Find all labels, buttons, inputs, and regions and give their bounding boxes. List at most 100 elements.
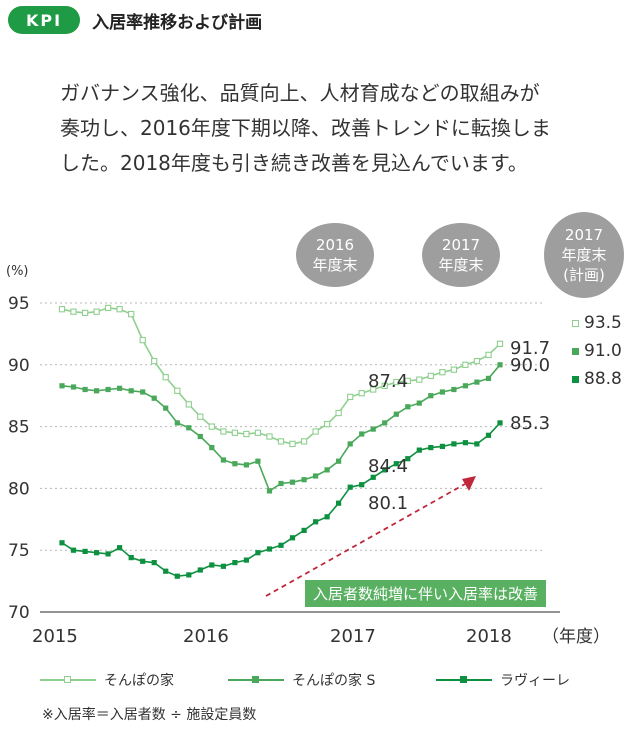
data-point <box>393 411 399 417</box>
data-point <box>116 306 123 313</box>
data-point <box>347 441 353 447</box>
data-point <box>359 431 365 437</box>
legend-marker-icon <box>572 347 579 355</box>
series-line-sompo-s <box>61 364 501 493</box>
x-tick-label: 2015 <box>32 626 78 647</box>
data-point <box>266 488 273 494</box>
header-title: 入居率推移および計画 <box>92 12 263 33</box>
description-line: ガバナンス強化、品質向上、人材育成などの取組みが <box>60 81 540 105</box>
data-point <box>335 409 342 417</box>
data-point <box>220 428 227 435</box>
data-point <box>289 535 296 541</box>
data-point <box>336 458 342 464</box>
data-point <box>128 310 135 318</box>
data-point <box>94 550 100 556</box>
legend-item-sompo-s: そんぽの家 S <box>228 670 375 690</box>
bubble-text: 年度末 <box>561 246 607 264</box>
data-point <box>197 433 203 440</box>
data-point <box>82 548 88 554</box>
data-point <box>254 429 262 436</box>
data-point <box>186 425 192 431</box>
data-point <box>163 568 169 574</box>
data-point <box>220 457 226 463</box>
data-point <box>209 562 215 568</box>
data-point <box>427 372 434 380</box>
data-point <box>128 388 134 394</box>
data-label: 90.0 <box>510 355 550 376</box>
legend-label: ラヴィーレ <box>500 673 570 689</box>
data-point <box>382 467 388 473</box>
description-line: した。2018年度も引き続き改善を見込んでいます。 <box>60 151 528 175</box>
x-tick-label: 2016 <box>183 626 229 647</box>
forecast-sompo: 93.5 <box>572 313 622 333</box>
data-point <box>128 555 134 561</box>
data-point <box>496 340 504 347</box>
data-point <box>70 384 77 390</box>
forecast-value: 88.8 <box>584 369 622 389</box>
data-point <box>393 461 399 467</box>
data-point <box>232 461 238 467</box>
data-point <box>162 374 169 381</box>
y-tick-label: 70 <box>8 603 30 623</box>
data-point <box>497 362 503 368</box>
data-point <box>324 467 330 473</box>
data-point <box>140 558 146 564</box>
bubble-text: 2017 <box>441 236 481 254</box>
data-point <box>151 560 157 566</box>
bubble-text: 2016 <box>315 236 355 254</box>
data-point <box>358 390 365 397</box>
data-point <box>300 438 308 445</box>
data-point <box>208 423 215 430</box>
data-point <box>439 369 446 376</box>
data-point <box>277 438 285 445</box>
data-point <box>117 385 123 391</box>
data-point <box>485 432 492 438</box>
data-point <box>405 456 411 462</box>
data-point <box>497 420 503 426</box>
data-point <box>105 386 111 393</box>
data-point <box>186 572 192 578</box>
forecast-sompo-s: 91.0 <box>572 341 622 361</box>
data-point <box>462 361 469 368</box>
data-point <box>301 527 307 533</box>
bubble-text: 年度末 <box>312 256 358 274</box>
data-point <box>393 378 400 386</box>
bubble-text: 年度末 <box>438 256 484 274</box>
legend-item-villa: ラヴィーレ <box>436 670 570 690</box>
data-point <box>255 458 261 464</box>
trend-banner: 入居者数純増に伴い入居率は改善 <box>305 580 547 607</box>
data-point <box>347 393 354 401</box>
data-point <box>439 443 445 449</box>
data-point <box>220 563 226 569</box>
data-point <box>117 545 123 551</box>
data-point <box>370 426 376 432</box>
footnote: ※入居率＝入居者数 ÷ 施設定員数 <box>42 707 257 723</box>
data-point <box>324 514 330 520</box>
data-label: 80.1 <box>368 493 408 514</box>
data-point <box>313 473 319 479</box>
data-point <box>197 567 203 573</box>
data-point <box>485 351 492 359</box>
y-tick-label: 95 <box>8 294 30 314</box>
data-point <box>70 547 77 553</box>
bubble-text: 2017 <box>564 226 604 244</box>
data-point <box>197 413 204 420</box>
data-point <box>58 306 66 313</box>
data-point <box>59 383 65 389</box>
data-point <box>243 557 249 563</box>
data-point <box>243 462 249 468</box>
legend-label: そんぽの家 S <box>292 673 376 689</box>
data-point <box>243 430 250 438</box>
bubble-2017-end: 2017 年度末 <box>422 223 500 287</box>
data-label: 85.3 <box>510 413 550 434</box>
data-point <box>266 546 273 552</box>
description-line: 奏功し、2016年度下期以降、改善トレンドに転換しま <box>60 116 551 140</box>
legend-item-sompo: そんぽの家 <box>40 670 174 690</box>
data-point <box>94 388 100 394</box>
kpi-badge: KPI <box>8 6 81 34</box>
data-point <box>462 383 468 389</box>
data-point <box>473 357 481 365</box>
data-point <box>336 500 342 506</box>
x-tick-label: 2018 <box>466 626 512 647</box>
y-tick-label: 90 <box>8 356 30 376</box>
